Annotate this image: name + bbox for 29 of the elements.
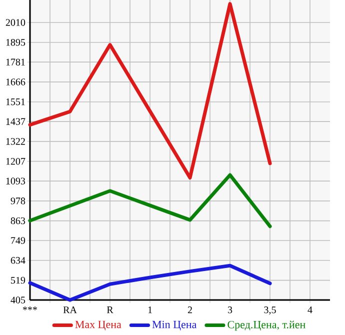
y-tick-label: 1551 bbox=[6, 98, 25, 106]
y-tick-label: 978 bbox=[10, 198, 26, 204]
y-tick-label: 1666 bbox=[6, 78, 26, 86]
y-tick-label: 863 bbox=[10, 217, 26, 224]
y-tick-label: 1895 bbox=[6, 38, 26, 46]
line-series bbox=[28, 173, 272, 228]
legend-label: Min Цена bbox=[152, 320, 197, 330]
y-tick-label: 2010 bbox=[6, 19, 26, 26]
y-tick-label: 634 bbox=[10, 257, 26, 264]
legend-label: Max Цена bbox=[75, 320, 122, 330]
x-tick-label: 1 bbox=[148, 306, 152, 314]
x-tick-label: *** bbox=[22, 306, 38, 310]
y-tick-label: 405 bbox=[10, 296, 26, 304]
y-tick-label: 1437 bbox=[6, 118, 26, 125]
x-tick-label: RA bbox=[63, 306, 77, 314]
y-tick-label: 1207 bbox=[6, 158, 26, 165]
legend-label: Сред.Цена, т.йен bbox=[228, 320, 306, 331]
y-tick-label: 1093 bbox=[6, 178, 26, 184]
line-series bbox=[28, 2, 272, 180]
x-tick-label: 4 bbox=[308, 306, 312, 314]
y-tick-label: 1781 bbox=[6, 58, 25, 66]
y-tick-label: 519 bbox=[11, 276, 26, 284]
line-series bbox=[28, 264, 272, 302]
y-tick-label: 749 bbox=[11, 237, 26, 244]
x-tick-label: 2 bbox=[188, 306, 192, 314]
x-tick-label: 3 bbox=[228, 306, 232, 314]
x-tick-label: R bbox=[106, 306, 114, 314]
y-tick-label: 1322 bbox=[6, 138, 25, 145]
x-tick-label: 3,5 bbox=[264, 306, 276, 315]
